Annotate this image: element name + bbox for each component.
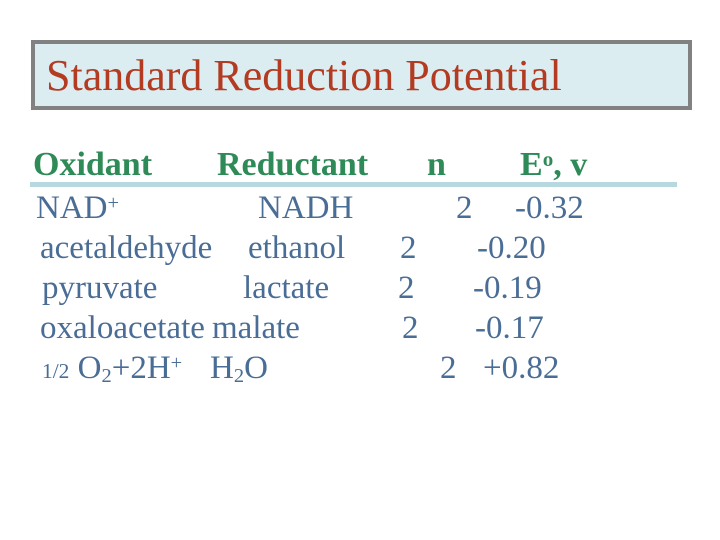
header-reductant: Reductant: [217, 146, 369, 183]
reductant-subscript: 2: [233, 364, 245, 387]
table-row: 1/2 O2+2H+ H2O 2 +0.82: [30, 348, 710, 388]
cell-reductant: NADH: [258, 190, 354, 226]
cell-n: 2: [440, 350, 457, 386]
header-e-sup: o: [542, 147, 554, 172]
oxidant-text: O: [69, 350, 102, 386]
cell-e: -0.32: [515, 190, 584, 226]
title-box: Standard Reduction Potential: [31, 40, 692, 110]
cell-oxidant: pyruvate: [42, 270, 158, 306]
header-oxidant: Oxidant: [33, 146, 153, 183]
table-row: NAD+ NADH 2 -0.32: [30, 188, 710, 228]
table-row: pyruvate lactate 2 -0.19: [30, 268, 710, 308]
reduction-potential-table: Oxidant Reductant n Eo, v NAD+ NADH 2 -0…: [30, 0, 710, 540]
header-e: Eo, v: [520, 146, 587, 187]
table-header-row: Oxidant Reductant n Eo, v: [30, 146, 710, 184]
cell-n: 2: [402, 310, 419, 346]
cell-oxidant: oxaloacetate: [40, 310, 205, 346]
reductant-text-2: O: [244, 350, 268, 386]
header-underline: [30, 182, 677, 187]
header-e-rest: , v: [553, 146, 588, 183]
cell-reductant: malate: [212, 310, 300, 346]
oxidant-text: NAD: [36, 190, 108, 226]
header-e-base: E: [520, 146, 543, 183]
cell-e: -0.19: [473, 270, 542, 306]
cell-oxidant: 1/2 O2+2H+: [42, 348, 182, 392]
cell-n: 2: [398, 270, 415, 306]
cell-n: 2: [400, 230, 417, 266]
oxidant-superscript: +: [170, 352, 183, 375]
cell-oxidant: NAD+: [36, 188, 119, 232]
slide-title: Standard Reduction Potential: [46, 50, 562, 100]
cell-reductant: lactate: [243, 270, 330, 306]
cell-e: -0.20: [477, 230, 546, 266]
table-row: acetaldehyde ethanol 2 -0.20: [30, 228, 710, 268]
cell-e: -0.17: [475, 310, 544, 346]
cell-reductant: H2O: [210, 348, 268, 392]
cell-reductant: ethanol: [248, 230, 346, 266]
table-row: oxaloacetate malate 2 -0.17: [30, 308, 710, 348]
cell-e: +0.82: [483, 350, 560, 386]
header-n: n: [427, 146, 446, 183]
oxidant-subscript: 2: [101, 364, 112, 387]
oxidant-superscript: +: [107, 192, 120, 215]
cell-n: 2: [456, 190, 473, 226]
cell-oxidant: acetaldehyde: [40, 230, 213, 266]
reductant-text: H: [210, 350, 234, 386]
oxidant-text-2: +2H: [111, 350, 171, 386]
oxidant-fraction: 1/2: [42, 359, 70, 383]
